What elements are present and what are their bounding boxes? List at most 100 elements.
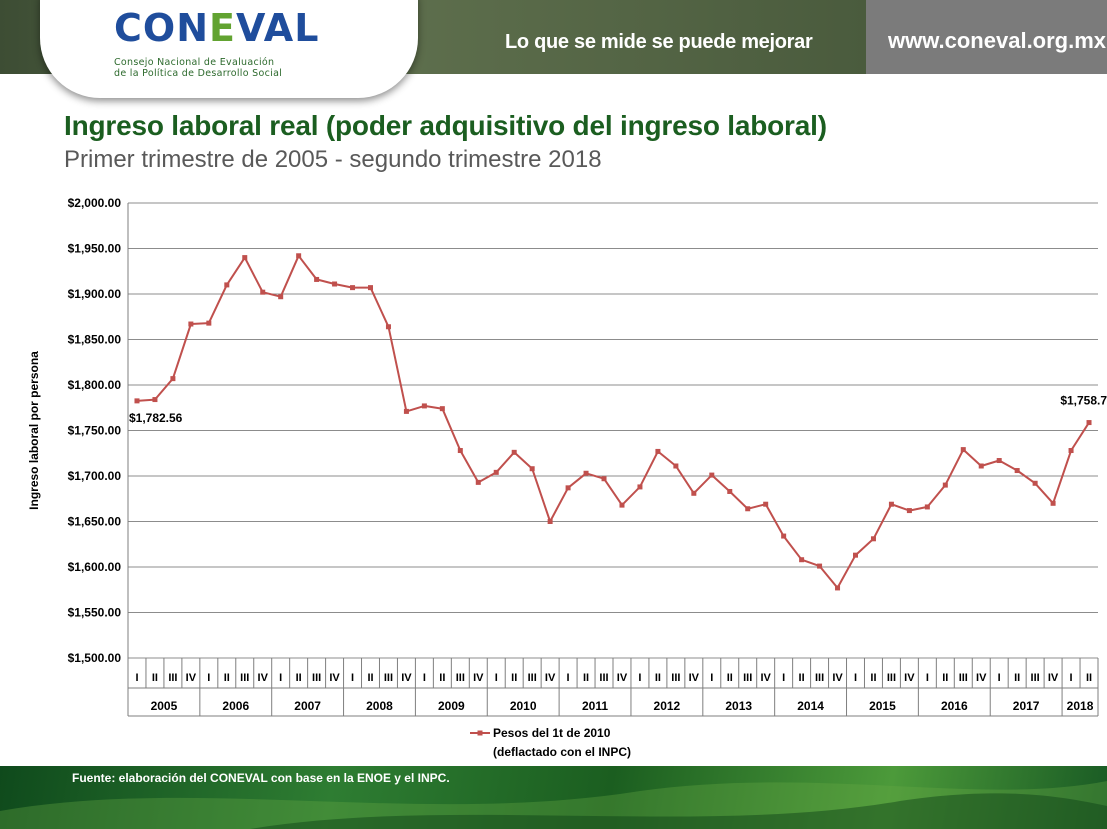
year-label: 2013	[725, 699, 752, 713]
data-point	[619, 502, 625, 508]
year-label: 2015	[869, 699, 896, 713]
data-point	[673, 463, 679, 469]
y-tick-label: $1,750.00	[68, 424, 122, 438]
y-tick-label: $1,900.00	[68, 287, 122, 301]
quarter-label: II	[1086, 672, 1092, 684]
quarter-label: II	[870, 672, 876, 684]
y-tick-label: $1,950.00	[68, 242, 122, 256]
quarter-label: I	[854, 672, 857, 684]
data-point	[314, 276, 320, 282]
year-label: 2005	[151, 699, 178, 713]
data-point	[368, 285, 373, 291]
quarter-label: IV	[832, 672, 843, 684]
data-point	[421, 403, 427, 409]
data-point	[134, 398, 140, 404]
data-point	[475, 479, 481, 485]
y-tick-label: $1,550.00	[68, 606, 122, 620]
quarter-label: I	[207, 672, 210, 684]
year-label: 2010	[510, 699, 537, 713]
data-point	[188, 321, 194, 327]
footer-bar	[0, 766, 1107, 829]
quarter-label: II	[727, 672, 733, 684]
year-label: 2012	[654, 699, 681, 713]
quarter-label: IV	[545, 672, 556, 684]
data-point	[152, 397, 158, 403]
year-label: 2011	[582, 699, 608, 713]
data-point	[493, 469, 499, 475]
quarter-label: I	[135, 672, 138, 684]
data-point	[332, 281, 338, 287]
quarter-label: III	[959, 672, 968, 684]
quarter-label: III	[671, 672, 680, 684]
y-tick-label: $2,000.00	[68, 196, 122, 210]
coneval-logo: CONEVAL	[114, 6, 319, 50]
quarter-label: IV	[689, 672, 700, 684]
quarter-label: IV	[401, 672, 412, 684]
data-point	[745, 506, 751, 512]
y-tick-label: $1,650.00	[68, 515, 122, 529]
quarter-label: IV	[473, 672, 484, 684]
quarter-label: III	[743, 672, 752, 684]
data-point	[224, 282, 230, 288]
logo-text-con: CON	[114, 6, 209, 50]
header-slogan: Lo que se mide se puede mejorar	[505, 31, 813, 53]
quarter-label: I	[495, 672, 498, 684]
data-point	[296, 253, 302, 259]
data-point	[601, 476, 607, 482]
quarter-label: II	[942, 672, 948, 684]
year-label: 2017	[1013, 699, 1040, 713]
quarter-label: I	[926, 672, 929, 684]
quarter-label: II	[439, 672, 445, 684]
logo-panel	[40, 0, 418, 98]
data-point	[870, 536, 876, 542]
quarter-label: III	[384, 672, 393, 684]
data-point	[529, 466, 535, 472]
quarter-label: IV	[904, 672, 915, 684]
logo-subtitle-line2: de la Política de Desarrollo Social	[114, 68, 283, 79]
data-point	[385, 324, 391, 330]
data-point	[1014, 468, 1020, 474]
quarter-label: II	[583, 672, 589, 684]
source-note: Fuente: elaboración del CONEVAL con base…	[72, 771, 450, 785]
quarter-label: II	[367, 672, 373, 684]
quarter-label: III	[312, 672, 321, 684]
legend-label-line2: (deflactado con el INPC)	[493, 745, 631, 759]
quarter-label: III	[240, 672, 249, 684]
logo-text-e: E	[209, 6, 236, 50]
year-label: 2008	[366, 699, 393, 713]
y-tick-label: $1,600.00	[68, 560, 122, 574]
data-point	[350, 285, 356, 291]
data-point	[637, 484, 643, 490]
data-point	[1032, 480, 1038, 486]
data-point	[547, 519, 553, 524]
data-point	[278, 294, 284, 300]
data-point	[709, 472, 715, 478]
data-point	[403, 408, 409, 414]
data-point	[960, 447, 966, 453]
data-point	[511, 449, 517, 455]
data-point	[260, 289, 266, 295]
header-website: www.coneval.org.mx	[888, 28, 1107, 53]
quarter-label: III	[887, 672, 896, 684]
income-line-chart: $1,500.00 $1,550.00 $1,600.00 $1,650.00 $1,7…	[27, 196, 1107, 759]
quarter-label: II	[655, 672, 661, 684]
data-point	[781, 533, 787, 539]
y-tick-label: $1,800.00	[68, 378, 122, 392]
data-label: $1,758.72	[1060, 394, 1107, 408]
data-point	[942, 482, 948, 488]
data-point	[727, 488, 733, 494]
y-axis-title: Ingreso laboral por persona	[27, 351, 41, 510]
data-point	[1086, 420, 1092, 426]
quarter-label: IV	[617, 672, 628, 684]
data-point	[565, 485, 571, 491]
quarter-label: I	[998, 672, 1001, 684]
legend: Pesos del 1t de 2010 (deflactado con el I…	[470, 726, 631, 759]
quarter-label: IV	[760, 672, 771, 684]
quarter-label: IV	[329, 672, 340, 684]
quarter-label: III	[168, 672, 177, 684]
legend-label-line1: Pesos del 1t de 2010	[493, 726, 611, 740]
year-label: 2006	[222, 699, 249, 713]
footer-decoration	[0, 781, 1107, 829]
year-label: 2018	[1067, 699, 1094, 713]
data-point	[1068, 448, 1074, 454]
